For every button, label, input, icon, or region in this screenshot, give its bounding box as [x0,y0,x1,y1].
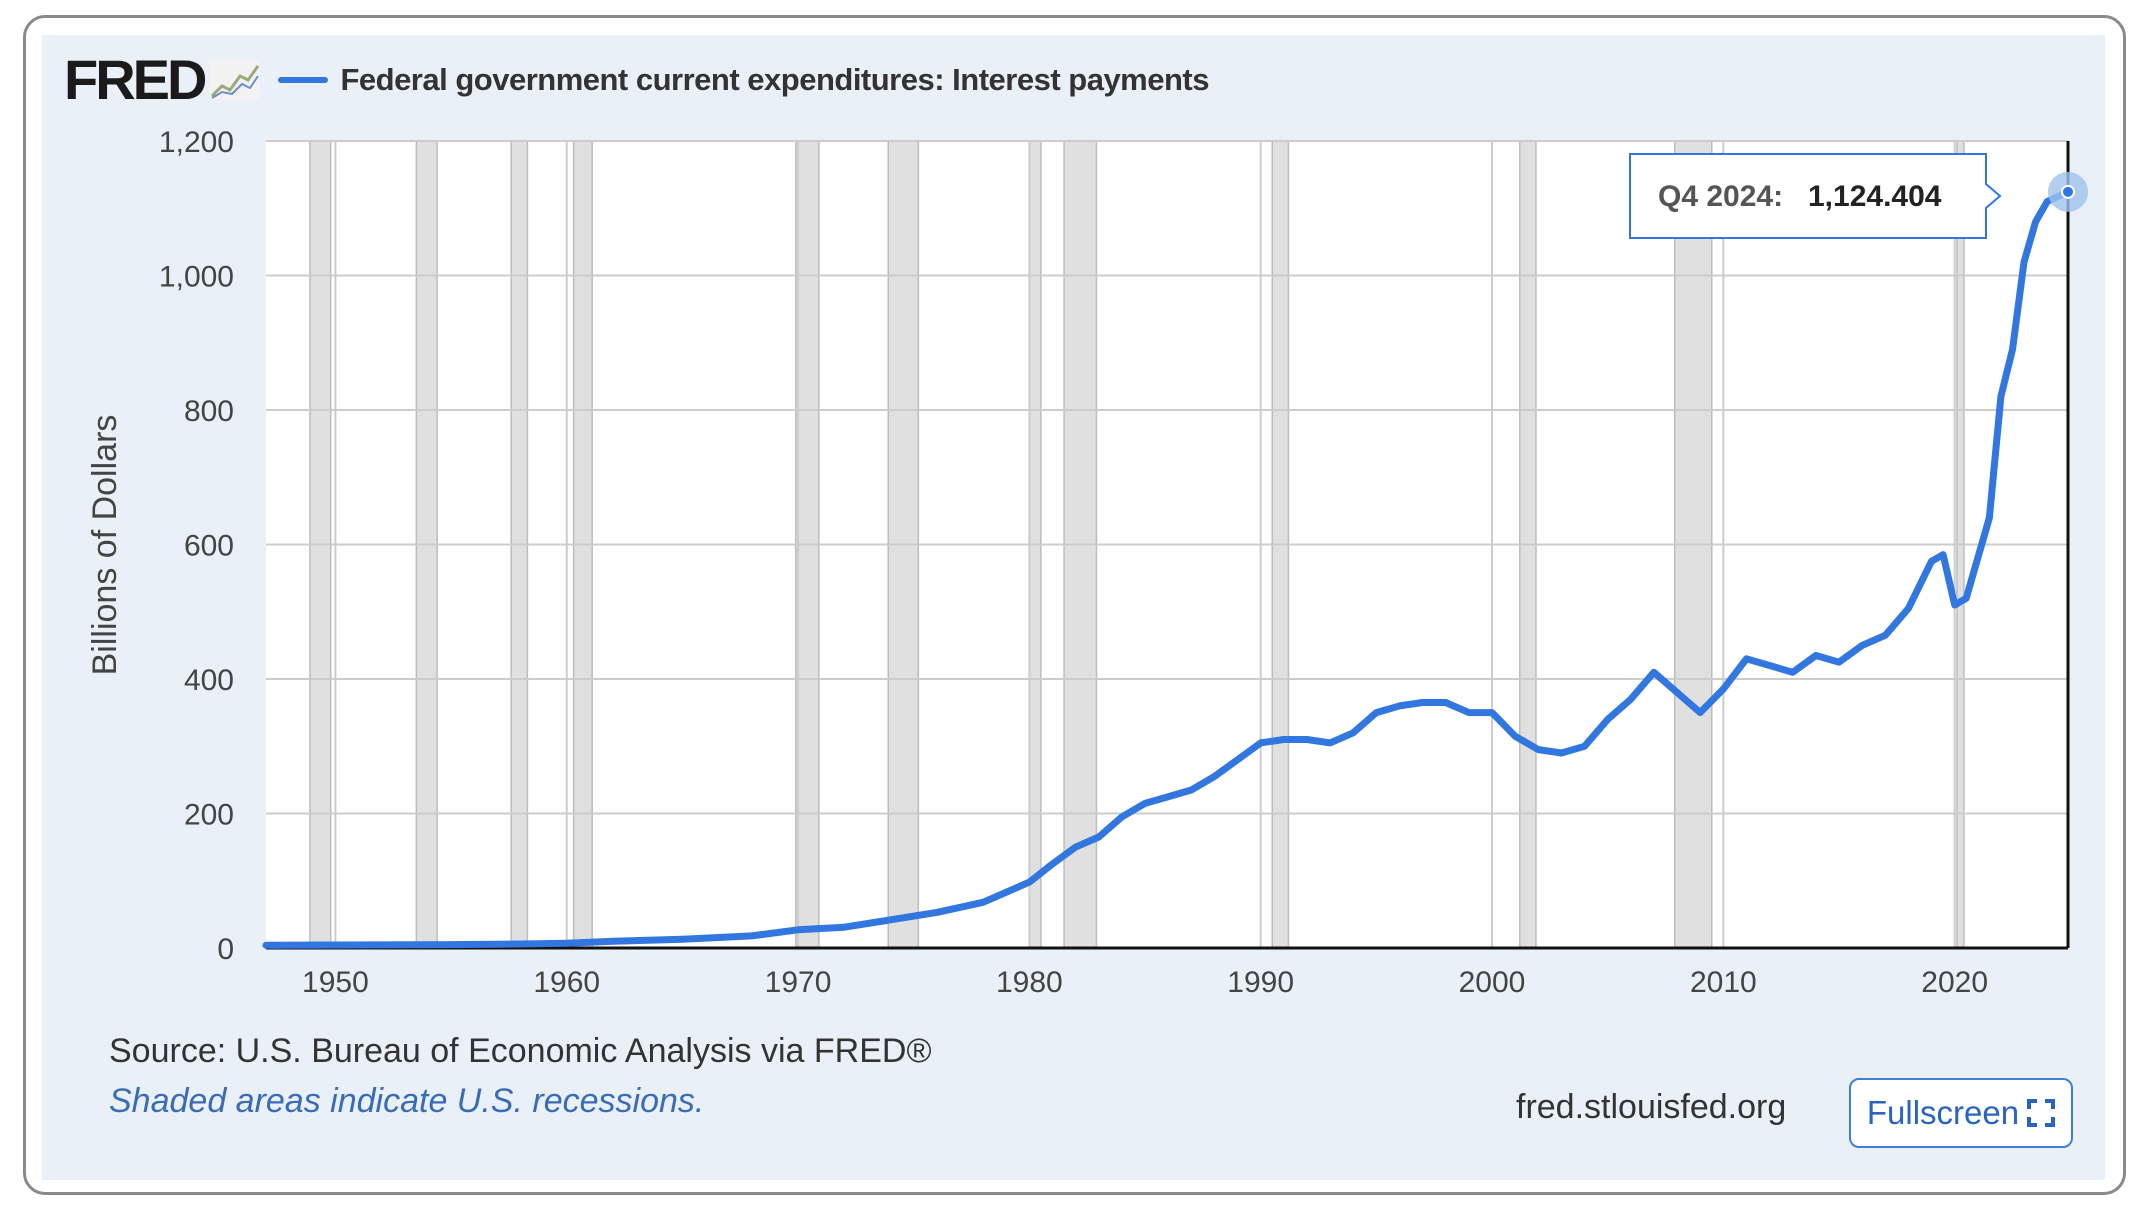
fred-graph-icon [210,60,261,100]
x-tick-label: 2020 [1921,966,1988,999]
y-tick-label: 1,000 [159,261,234,294]
x-tick-label: 1980 [996,966,1063,999]
fullscreen-button[interactable]: Fullscreen [1849,1078,2073,1148]
legend-swatch [278,77,329,83]
tooltip-period: Q4 2024: [1658,180,1783,213]
chart-header: FRED Federal government current expendit… [64,50,1209,110]
hover-point[interactable] [2061,184,2075,199]
y-tick-label: 1,200 [159,126,234,159]
tooltip-box [1629,153,2002,239]
series-line [262,188,2072,949]
series-title[interactable]: Federal government current expenditures:… [340,62,1209,97]
y-tick-label: 800 [184,395,234,428]
fred-logo[interactable]: FRED [64,48,207,111]
x-tick-label: 1960 [533,966,600,999]
y-tick-label: 200 [184,799,234,832]
tooltip-value: 1,124.404 [1808,180,1942,213]
x-tick-label: 1950 [302,966,369,999]
x-tick-label: 1970 [765,966,832,999]
x-tick-label: 2000 [1459,966,1526,999]
fullscreen-icon [2027,1099,2056,1127]
x-tick-label: 1990 [1227,966,1294,999]
site-link[interactable]: fred.stlouisfed.org [1516,1088,1787,1126]
recession-note: Shaded areas indicate U.S. recessions. [109,1082,705,1120]
fullscreen-label: Fullscreen [1866,1094,2020,1131]
y-axis-label: Billions of Dollars [86,415,124,676]
y-tick-label: 0 [217,933,234,966]
x-tick-label: 2010 [1690,966,1757,999]
y-tick-label: 400 [184,664,234,697]
y-tick-label: 600 [184,530,234,563]
source-note: Source: U.S. Bureau of Economic Analysis… [109,1032,932,1070]
